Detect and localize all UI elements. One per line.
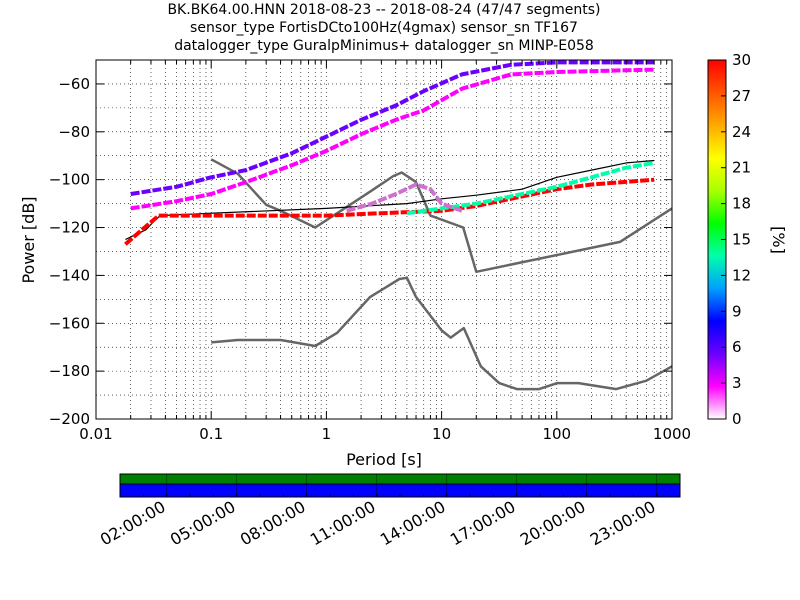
x-tick-label: 1 <box>322 425 332 443</box>
colorbar-tick-label: 21 <box>732 159 751 177</box>
chart-title-line-2: sensor_type FortisDCto100Hz(4gmax) senso… <box>190 20 578 36</box>
colorbar-tick-label: 27 <box>732 87 751 105</box>
time-coverage-bar: 02:00:0005:00:0008:00:0011:00:0014:00:00… <box>97 473 681 549</box>
colorbar-label: [%] <box>769 226 788 254</box>
psd-band-line <box>124 177 655 246</box>
x-tick-label: 100 <box>542 425 571 443</box>
y-tick-label: −80 <box>58 123 90 141</box>
colorbar-tick-label: 15 <box>732 231 751 249</box>
chart-title-line-1: BK.BK64.00.HNN 2018-08-23 -- 2018-08-24 … <box>167 2 601 18</box>
time-tick-label: 17:00:00 <box>447 497 519 549</box>
axis-ticks: 0.01 0.1 1 10 100 1000 −200 −180 −160 −140 −120 −10… <box>49 60 691 443</box>
mean-psd-line <box>125 159 655 241</box>
psd-series-group <box>124 60 672 391</box>
x-tick-label: 10 <box>432 425 451 443</box>
y-tick-label: −120 <box>49 219 90 237</box>
time-tick-label: 14:00:00 <box>377 497 449 549</box>
plot-frame <box>95 59 673 420</box>
time-tick-label: 02:00:00 <box>97 497 169 549</box>
psd-band-line <box>130 60 655 196</box>
colorbar-tick-label: 30 <box>732 51 751 69</box>
colorbar-tick-label: 24 <box>732 123 751 141</box>
colorbar-tick-label: 12 <box>732 266 751 284</box>
time-tick-label: 23:00:00 <box>587 497 659 549</box>
chart-title-line-3: datalogger_type GuralpMinimus+ datalogge… <box>174 38 594 54</box>
noise-model-line <box>210 158 672 274</box>
x-axis-label: Period [s] <box>346 450 422 469</box>
noise-model-line <box>211 276 672 391</box>
psd-band-line <box>346 182 463 213</box>
time-coverage-data-bar <box>119 473 681 485</box>
y-tick-label: −100 <box>49 171 90 189</box>
y-tick-label: −160 <box>49 314 90 332</box>
y-axis-label: Power [dB] <box>19 196 38 283</box>
time-tick-label: 20:00:00 <box>517 497 589 549</box>
colorbar: 0 3 6 9 12 15 18 21 24 27 30 [%] <box>707 51 788 428</box>
y-tick-label: −60 <box>58 75 90 93</box>
grid-lines <box>96 60 672 419</box>
time-tick-label: 08:00:00 <box>237 497 309 549</box>
colorbar-ticks: 0 3 6 9 12 15 18 21 24 27 30 <box>721 51 751 428</box>
colorbar-tick-label: 6 <box>732 338 742 356</box>
colorbar-tick-label: 18 <box>732 195 751 213</box>
y-tick-label: −180 <box>49 362 90 380</box>
time-tick-label: 05:00:00 <box>167 497 239 549</box>
x-tick-label: 1000 <box>653 425 691 443</box>
colorbar-tick-label: 3 <box>732 374 742 392</box>
colorbar-tick-label: 9 <box>732 302 742 320</box>
y-tick-label: −140 <box>49 266 90 284</box>
time-tick-label: 11:00:00 <box>307 497 379 549</box>
x-tick-label: 0.1 <box>199 425 223 443</box>
y-tick-label: −200 <box>49 410 90 428</box>
psd-band-line <box>130 67 655 211</box>
x-tick-label: 0.01 <box>79 425 112 443</box>
colorbar-tick-label: 0 <box>732 410 742 428</box>
